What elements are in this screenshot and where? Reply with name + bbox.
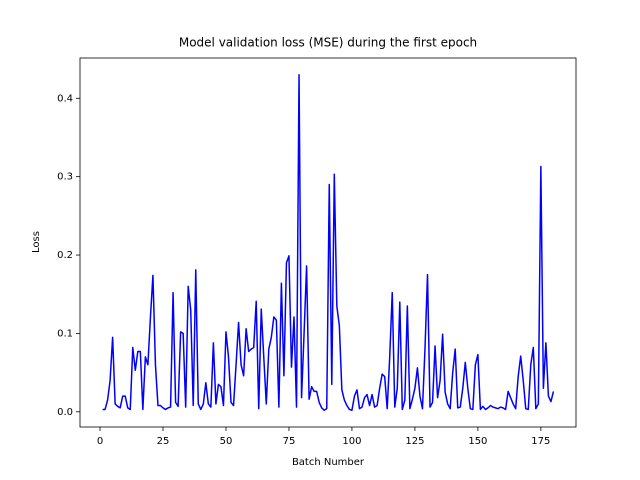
- x-tick-label: 100: [342, 436, 361, 447]
- x-tick-label: 0: [97, 436, 103, 447]
- x-tick-label: 50: [220, 436, 233, 447]
- y-tick-label: 0.3: [57, 172, 73, 183]
- x-axis-label: Batch Number: [292, 457, 365, 468]
- x-tick-label: 25: [157, 436, 170, 447]
- x-tick-label: 75: [283, 436, 296, 447]
- x-tick-label: 150: [468, 436, 487, 447]
- y-tick-label: 0.0: [57, 407, 73, 418]
- plot-frame: [79, 57, 577, 428]
- x-tick-label: 175: [531, 436, 550, 447]
- chart-title: Model validation loss (MSE) during the f…: [179, 36, 477, 50]
- x-tick-label: 125: [405, 436, 424, 447]
- y-tick-label: 0.2: [57, 250, 73, 261]
- loss-line: [102, 74, 555, 411]
- y-tick-label: 0.1: [57, 328, 73, 339]
- y-axis-label: Loss: [31, 231, 42, 253]
- y-tick-label: 0.4: [57, 93, 73, 104]
